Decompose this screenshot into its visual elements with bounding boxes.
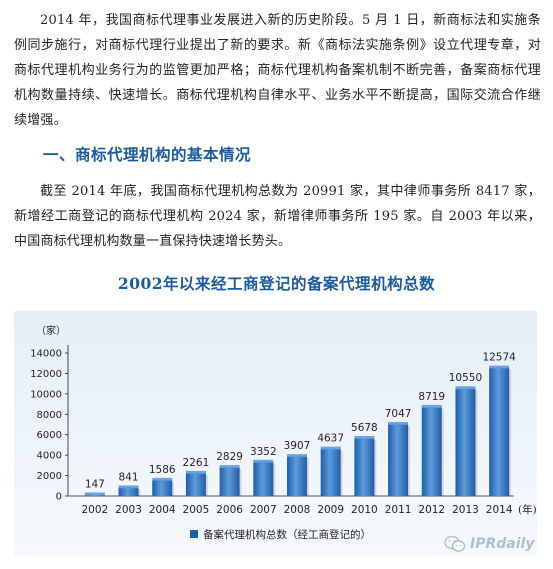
data-label: 5678 [351,422,378,434]
y-axis: （家） 0 2000 4000 6000 8000 10000 12000 14000 [30,324,69,503]
bar-cap [253,459,274,463]
bars [84,365,512,496]
intro-paragraph: 2014 年，我国商标代理事业发展进入新的历史阶段。5 月 1 日，新商标法和实… [14,13,541,128]
bar-2011 [388,424,409,496]
y-tick-label: 2000 [37,471,62,482]
x-tick-label: 2010 [351,504,378,516]
bar-2013 [455,388,476,496]
bar-2012 [421,406,442,496]
chart-title: 2002年以来经工商登记的备案代理机构总数 [117,274,436,293]
section-heading: 一、商标代理机构的基本情况 [43,146,252,164]
y-tick-label: 8000 [37,410,62,421]
data-label: 10550 [449,372,482,384]
legend: 备案代理机构总数（经工商登记的） [190,528,371,541]
x-tick-label: 2011 [385,504,412,516]
watermark-text: IPRdaily [470,536,535,552]
y-unit-label: （家） [36,324,66,337]
bar-cap [84,492,105,496]
data-label: 1586 [149,464,176,476]
x-unit-label: (年) [518,503,537,516]
bar-2005 [185,472,206,496]
data-label: 2829 [216,451,243,463]
bar-cap [421,404,442,408]
data-label: 147 [85,478,105,490]
y-tick-label: 0 [56,492,62,503]
data-labels: 147 841 1586 2261 2829 3352 3907 4637 5678 7047 87… [85,352,516,491]
data-label: 841 [119,471,139,483]
x-tick-label: 2006 [216,504,243,516]
bar-2007 [253,461,274,496]
x-axis: 2002 2003 2004 2005 2006 2007 2008 2009 2010 2011… [68,495,537,516]
x-tick-label: 2004 [149,504,176,516]
legend-label: 备案代理机构总数（经工商登记的） [203,528,371,541]
bar-2004 [152,479,173,496]
bar-2010 [354,438,375,496]
data-label: 3352 [250,446,277,458]
bar-2006 [219,467,240,496]
x-tick-label: 2012 [418,504,445,516]
data-label: 8719 [418,391,445,403]
bar-2009 [320,448,341,496]
bar-chart: （家） 0 2000 4000 6000 8000 10000 12000 14000 2002… [30,324,537,541]
bar-cap [287,454,307,458]
x-tick-label: 2008 [284,504,311,516]
bar-cap [489,365,510,369]
x-tick-label: 2003 [115,504,142,516]
watermark: IPRdaily [444,533,544,555]
summary-paragraph: 截至 2014 年底，我国商标代理机构总数为 20991 家，其中律师事务所 8… [14,184,541,249]
wechat-icon [444,535,466,552]
data-label: 7047 [385,408,412,420]
x-tick-label: 2007 [250,504,277,516]
bar-cap [219,465,240,469]
data-label: 2261 [183,457,210,469]
legend-swatch [190,530,198,538]
bar-cap [388,422,409,426]
x-tick-label: 2005 [183,504,210,516]
data-label: 4637 [317,433,344,445]
y-tick-label: 10000 [30,389,62,400]
bar-2014 [489,367,510,496]
bar-2003 [118,487,139,496]
x-tick-label: 2002 [81,504,108,516]
bar-cap [354,436,375,440]
y-tick-label: 6000 [37,430,62,441]
y-tick-label: 12000 [30,369,62,380]
bar-cap [320,446,341,450]
bar-2008 [287,456,307,496]
data-label: 3907 [284,440,311,452]
bar-cap [152,477,173,481]
bar-cap [118,485,139,489]
x-tick-label: 2014 [486,504,513,516]
x-tick-label: 2013 [452,504,479,516]
y-tick-label: 4000 [37,451,62,462]
y-tick-label: 14000 [30,349,62,360]
bar-cap [455,386,476,390]
chart-panel: （家） 0 2000 4000 6000 8000 10000 12000 14000 2002… [14,311,537,556]
x-tick-label: 2009 [317,504,344,516]
bar-cap [185,470,206,474]
data-label: 12574 [482,352,516,364]
